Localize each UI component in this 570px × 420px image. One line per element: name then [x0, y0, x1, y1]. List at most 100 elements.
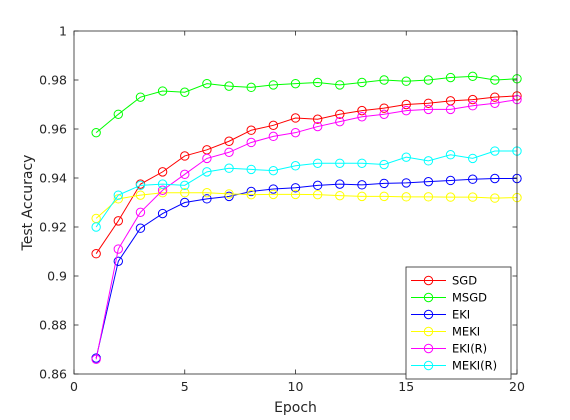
data-point: [135, 223, 146, 233]
data-point: [423, 98, 434, 108]
data-point: [202, 188, 212, 198]
data-point: [268, 184, 279, 194]
data-point: [224, 191, 234, 202]
data-point: [312, 114, 323, 124]
data-point: [379, 191, 389, 202]
data-point: [135, 207, 146, 218]
y-tick-label: 0.94: [39, 171, 67, 186]
data-point: [113, 256, 124, 266]
legend-marker: [423, 360, 434, 371]
data-point: [157, 86, 168, 96]
data-point: [490, 193, 500, 203]
data-point: [379, 109, 389, 120]
data-point: [180, 151, 190, 161]
data-point: [180, 169, 190, 180]
data-point: [268, 189, 279, 200]
data-point: [202, 153, 212, 164]
legend-item: SGD: [411, 274, 477, 288]
data-point: [290, 113, 301, 123]
x-tick-label: 10: [288, 379, 304, 394]
data-point: [468, 94, 478, 105]
data-point: [490, 98, 500, 108]
data-point: [224, 81, 234, 91]
data-point: [268, 120, 279, 131]
data-point: [490, 173, 500, 184]
data-point: [246, 137, 256, 148]
y-tick-label: 0.98: [39, 73, 67, 88]
data-point: [180, 188, 190, 198]
data-point: [335, 109, 345, 120]
y-tick-label: 0.92: [39, 220, 67, 235]
data-point: [268, 80, 279, 90]
legend-box: [405, 266, 512, 380]
data-point: [246, 82, 256, 93]
data-point: [468, 192, 478, 202]
data-point: [224, 163, 234, 173]
data-point: [357, 105, 367, 116]
data-point: [91, 354, 101, 364]
data-point: [379, 75, 389, 85]
data-point: [335, 80, 345, 90]
data-point: [157, 185, 168, 195]
legend-label: EKI(R): [452, 342, 487, 356]
data-point: [468, 174, 478, 184]
data-point: [290, 78, 301, 89]
series-layer: [91, 71, 522, 364]
data-point: [157, 179, 168, 189]
legend-marker: [423, 343, 434, 354]
legend-label: MEKI(R): [452, 359, 497, 373]
data-point: [91, 222, 101, 232]
data-point: [224, 136, 234, 146]
data-point: [91, 249, 101, 259]
data-point: [423, 192, 434, 202]
y-tick-label: 1: [59, 24, 67, 39]
data-point: [312, 121, 323, 132]
series-eki: [91, 173, 522, 363]
legend-marker: [423, 275, 434, 286]
data-point: [423, 75, 434, 85]
data-point: [379, 103, 389, 113]
data-point: [401, 99, 411, 110]
data-point: [401, 76, 411, 86]
data-point: [312, 77, 323, 88]
data-point: [135, 190, 146, 200]
x-tick-label: 20: [509, 379, 525, 394]
data-point: [290, 189, 301, 200]
data-point: [401, 152, 411, 162]
data-point: [312, 158, 323, 169]
data-point: [268, 165, 279, 176]
legend-marker: [423, 326, 434, 337]
legend-item: MSGD: [411, 291, 487, 305]
data-point: [224, 189, 234, 199]
data-point: [423, 104, 434, 115]
data-point: [246, 125, 256, 135]
data-point: [180, 197, 190, 208]
y-tick-label: 0.86: [39, 367, 67, 382]
data-point: [113, 244, 124, 254]
data-point: [180, 87, 190, 97]
data-point: [312, 180, 323, 191]
legend: SGD MSGD EKI MEKI EKI(R) MEKI(R): [405, 266, 512, 380]
y-tick-label: 0.96: [39, 122, 67, 137]
series-meki-r: [91, 146, 522, 232]
data-point: [202, 167, 212, 177]
data-point: [246, 164, 256, 175]
data-point: [157, 167, 168, 177]
axes-layer: 0 5 10 15 20 0.86 0.88 0.9 0.92 0.94 0.96 0.98 1: [39, 24, 525, 395]
data-point: [357, 180, 367, 190]
legend-marker: [423, 292, 434, 303]
legend-label: EKI: [452, 308, 470, 322]
legend-item: EKI(R): [411, 342, 487, 356]
data-point: [468, 101, 478, 111]
data-point: [290, 161, 301, 171]
x-tick-label: 5: [181, 379, 189, 394]
data-point: [335, 158, 345, 169]
data-point: [91, 127, 101, 138]
data-point: [290, 183, 301, 193]
data-point: [445, 104, 456, 115]
data-point: [246, 189, 256, 200]
data-point: [335, 179, 345, 189]
data-point: [379, 159, 389, 170]
y-tick-label: 0.9: [47, 269, 67, 284]
